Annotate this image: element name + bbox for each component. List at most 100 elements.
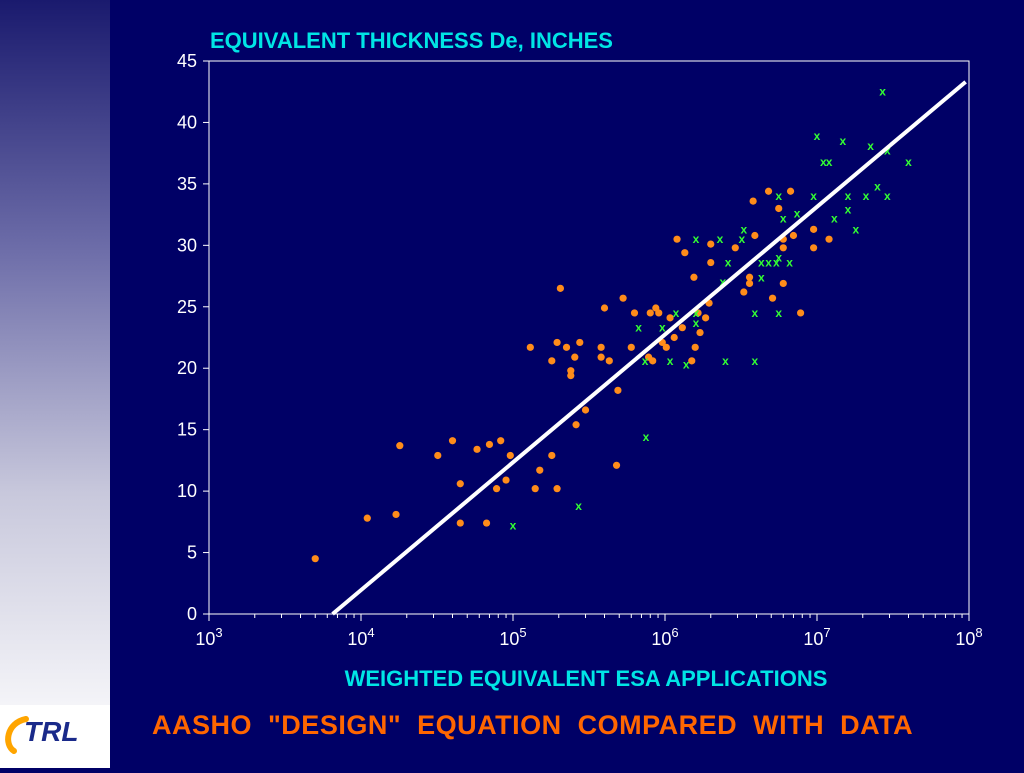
data-point-dot [581,406,590,414]
data-point-x: x [845,203,852,217]
data-point-x: x [884,189,891,203]
data-point-dot [612,461,621,469]
plot-frame [208,60,970,615]
data-point-dot [448,437,457,445]
trl-logo-icon: TRL [5,716,78,754]
data-point-dot [600,304,609,312]
data-point-dot [363,514,371,522]
data-point-x: x [719,275,726,289]
data-point-dot [779,279,787,288]
y-tick-label: 30 [177,235,197,255]
data-point-dot [688,357,696,365]
data-point-dot [630,309,639,317]
data-point-dot [492,485,501,493]
data-point-dot [571,353,579,361]
x-tick-label: 103 [195,625,222,649]
data-point-dot [548,357,556,365]
data-point-x: x [773,256,780,270]
data-point-x: x [840,134,847,148]
data-point-dot [482,519,491,527]
x-tick-label: 107 [803,625,830,649]
data-point-x: x [884,144,891,158]
data-point-dot [567,367,575,375]
data-point-dot [473,445,481,453]
data-point-dot [531,485,539,493]
y-tick-label: 35 [177,174,197,194]
data-point-dot [796,309,805,317]
data-point-dot [707,240,715,248]
data-point-dot [707,258,715,267]
x-tick-label: 108 [955,625,982,649]
data-point-dot [673,235,681,243]
y-tick-label: 40 [177,112,197,132]
data-point-dot [702,314,710,322]
data-point-x: x [722,354,729,368]
data-point-dot [779,244,787,252]
data-point-x: x [820,155,827,169]
data-point-dot [562,343,571,351]
trl-logo: TRL [0,705,110,768]
data-point-dot [740,288,748,296]
data-point-dot [548,451,556,460]
data-point-dot [810,244,818,252]
data-point-dot [646,309,654,317]
data-point-dot [456,519,464,527]
data-point-dot [614,386,622,394]
x-axis-ticks: 103 104 105 106 107 108 [195,614,983,649]
trend-line [331,80,967,616]
data-point-x: x [852,222,859,236]
y-axis-ticks: 0 5 10 15 20 25 30 35 40 45 [177,51,209,624]
data-point-x: x [780,211,787,225]
data-point-dot [485,440,494,449]
y-tick-label: 45 [177,51,197,71]
data-point-dot [751,231,759,240]
data-point-x: x [725,256,732,270]
data-point-dot [789,231,798,240]
data-point-x: x [510,519,517,533]
data-point-x: x [775,189,782,203]
data-point-dot [810,225,818,233]
y-tick-label: 10 [177,481,197,501]
data-point-x: x [751,354,758,368]
data-point-dot [690,273,698,281]
data-point-x: x [740,222,747,236]
data-point-x: x [810,189,817,203]
data-point-x: x [845,189,852,203]
data-point-dot [670,333,678,342]
data-point-x: x [775,306,782,320]
data-point-dot [576,338,584,347]
data-point-x: x [879,85,886,99]
trend-line-layer [331,80,967,616]
data-point-x: x [775,251,782,265]
x-tick-label: 106 [651,625,678,649]
data-point-dot [649,357,657,365]
data-point-dot [497,437,505,445]
data-point-dot [696,328,704,337]
data-point-dot [655,309,663,317]
data-point-dot [691,343,699,351]
data-point-x: x [867,139,874,153]
x-tick-label: 105 [499,625,526,649]
data-point-x: x [693,232,700,246]
data-point-dot [619,294,627,302]
data-point-x: x [905,155,912,169]
data-point-dot [775,204,783,213]
data-point-x: x [814,129,821,143]
data-point-x: x [717,232,724,246]
y-tick-label: 5 [187,543,197,563]
data-point-x: x [659,321,666,335]
data-point-x: x [642,354,649,368]
data-point-x: x [758,270,765,284]
side-gradient-bar [0,0,110,705]
data-point-x: x [683,358,690,372]
data-point-x: x [693,316,700,330]
y-tick-label: 0 [187,604,197,624]
y-tick-label: 25 [177,297,197,317]
data-point-dot [768,294,777,302]
data-point-x: x [738,232,745,246]
data-point-dot [745,273,754,281]
data-point-x: x [575,499,582,513]
data-point-dot [502,476,510,484]
data-point-dot [597,353,605,361]
